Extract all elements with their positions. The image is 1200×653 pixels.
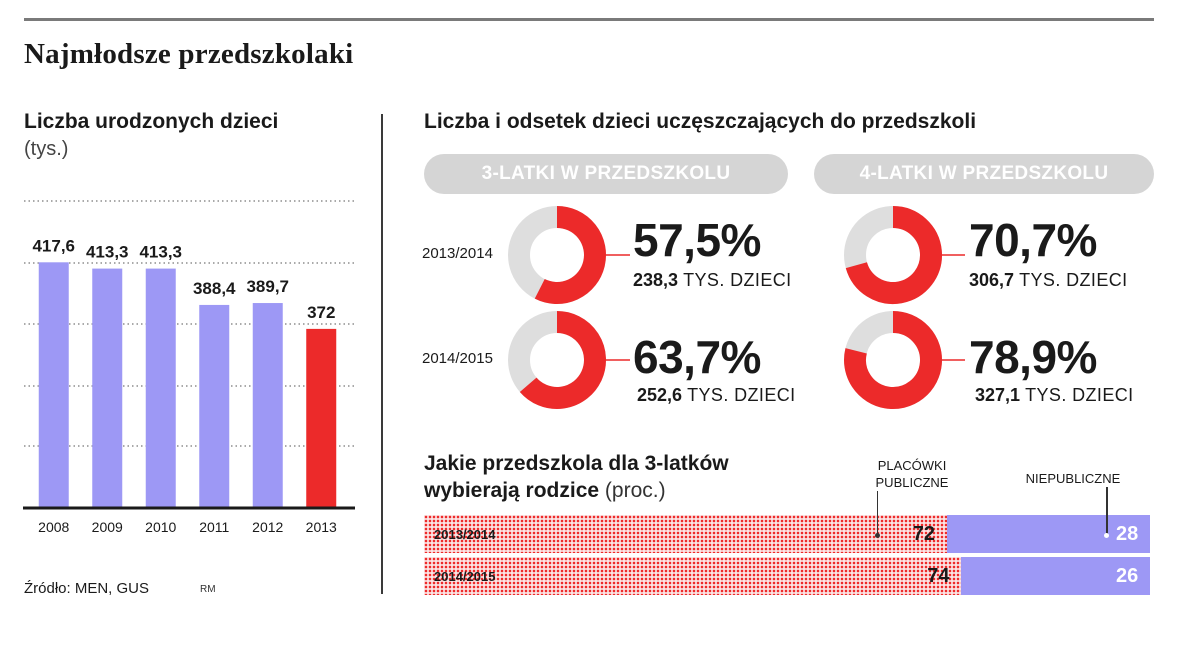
bar-value-label: 413,3 (139, 243, 182, 262)
pct-3-2013: 57,5% (633, 214, 761, 266)
value-public: 74 (927, 565, 950, 587)
pct-4-2013: 70,7% (969, 214, 1097, 266)
donut-segment (845, 206, 942, 304)
x-tick-label: 2011 (199, 519, 229, 535)
pct-3-2014: 63,7% (633, 331, 761, 383)
value-private: 26 (1116, 565, 1139, 587)
count-3-2013: 238,3 TYS. DZIECI (633, 270, 792, 290)
segment-public (424, 557, 962, 595)
births-chart-title: Liczba urodzonych dzieci (24, 110, 279, 133)
pct-4-2014: 78,9% (969, 331, 1097, 383)
x-tick-label: 2010 (145, 519, 176, 535)
choice-bar-chart: 2013/2014 72 28 2014/2015 74 26 (424, 487, 1150, 597)
count-4-2013: 306,7 TYS. DZIECI (969, 270, 1128, 290)
top-rule (24, 18, 1154, 21)
x-tick-label: 2009 (92, 519, 123, 535)
births-chart-unit: (tys.) (24, 138, 69, 160)
bar-value-label: 389,7 (246, 277, 289, 296)
count-3-2014: 252,6 TYS. DZIECI (637, 385, 796, 405)
row-year-label: 2013/2014 (434, 527, 496, 542)
choice-chart-title: Jakie przedszkola dla 3-latków wybierają… (424, 450, 729, 504)
bar-2013 (306, 328, 337, 507)
legend-public: PLACÓWKI PUBLICZNE (875, 458, 949, 490)
choice-title-line1: Jakie przedszkola dla 3-latków (424, 452, 729, 475)
page-title: Najmłodsze przedszkolaki (24, 38, 354, 70)
x-tick-label: 2013 (306, 519, 337, 535)
leader-private (1106, 487, 1108, 535)
legend-private: NIEPUBLICZNE (1025, 471, 1121, 486)
bar-2008 (38, 262, 69, 507)
pill-4-year-olds: 4-LATKI W PRZEDSZKOLU (814, 154, 1154, 194)
year-label-row1: 2013/2014 (422, 245, 493, 262)
choice-row-2014/2015: 2014/2015 74 26 (424, 557, 1150, 595)
donut-segment (844, 311, 942, 409)
bar-value-label: 413,3 (86, 243, 129, 262)
donut-segment (519, 311, 606, 409)
pill-3-year-olds: 3-LATKI W PRZEDSZKOLU (424, 154, 788, 194)
row-year-label: 2014/2015 (434, 569, 496, 584)
bar-value-label: 372 (307, 303, 335, 322)
bar-2009 (92, 268, 123, 507)
segment-private (946, 515, 1150, 553)
year-label-row2: 2014/2015 (422, 350, 493, 367)
panel-divider (381, 114, 383, 594)
leader-dot-public (874, 533, 880, 538)
bar-2012 (252, 303, 283, 507)
leader-dot-private (1104, 533, 1109, 538)
source-note: Źródło: MEN, GUS (24, 580, 150, 597)
author-mark: RM (200, 584, 216, 595)
x-tick-label: 2012 (252, 519, 283, 535)
bar-2011 (199, 304, 230, 507)
value-public: 72 (912, 523, 935, 545)
segment-public (424, 515, 947, 553)
bar-value-label: 417,6 (32, 236, 75, 255)
count-4-2014: 327,1 TYS. DZIECI (975, 385, 1134, 405)
leader-public (876, 491, 879, 535)
bar-2010 (145, 268, 176, 507)
segment-private (961, 557, 1150, 595)
bar-value-label: 388,4 (193, 279, 236, 298)
attendance-title: Liczba i odsetek dzieci uczęszczających … (424, 110, 977, 133)
choice-title-line2: wybierają rodzice (proc.) (424, 479, 666, 502)
births-bar-chart: 417,6 2008 413,3 2009 413,3 2010 388,4 2011 389,… (23, 200, 355, 535)
donut-segment (534, 206, 606, 304)
value-private: 28 (1116, 523, 1139, 545)
x-tick-label: 2008 (38, 519, 69, 535)
choice-row-2013/2014: 2013/2014 72 28 (424, 515, 1150, 553)
